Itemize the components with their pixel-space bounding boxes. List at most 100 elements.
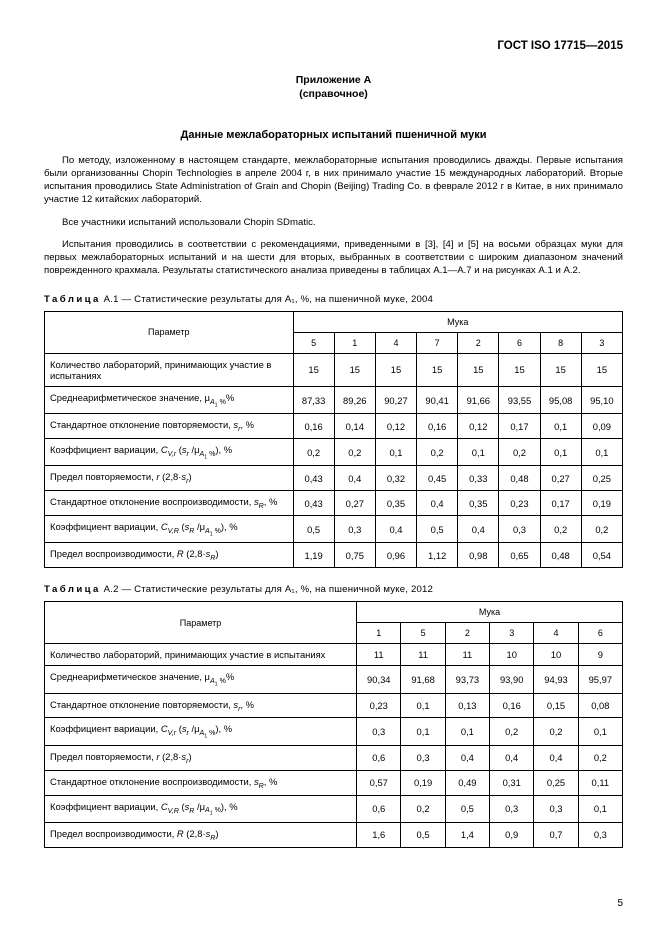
table-row: Предел повторяемости, r (2,8·sr)0,60,30,…: [45, 745, 623, 770]
paragraph: Все участники испытаний использовали Cho…: [44, 217, 623, 230]
value-cell: 0,14: [334, 414, 375, 439]
col-header: 6: [578, 623, 622, 644]
value-cell: 1,4: [445, 822, 489, 847]
value-cell: 0,7: [534, 822, 578, 847]
col-header: 3: [490, 623, 534, 644]
section-title: Данные межлабораторных испытаний пшеничн…: [44, 129, 623, 141]
value-cell: 0,75: [334, 543, 375, 568]
value-cell: 0,3: [578, 822, 622, 847]
table-row: Количество лабораторий, принимающих учас…: [45, 644, 623, 666]
value-cell: 0,2: [581, 516, 622, 543]
table-a1: ПараметрМука51472683Количество лаборатор…: [44, 311, 623, 568]
value-cell: 0,2: [401, 795, 445, 822]
value-cell: 0,32: [375, 466, 416, 491]
value-cell: 0,4: [334, 466, 375, 491]
param-cell: Стандартное отклонение повторяемости, sr…: [45, 693, 357, 718]
value-cell: 0,2: [417, 439, 458, 466]
value-cell: 0,12: [458, 414, 499, 439]
value-cell: 10: [534, 644, 578, 666]
table-row: Количество лабораторий, принимающих учас…: [45, 353, 623, 386]
param-cell: Предел повторяемости, r (2,8·sr): [45, 745, 357, 770]
value-cell: 0,17: [540, 491, 581, 516]
param-cell: Коэффициент вариации, CV,R (sR /μA1 %), …: [45, 795, 357, 822]
value-cell: 95,97: [578, 666, 622, 693]
table-row: Коэффициент вариации, CV,R (sR /μA1 %), …: [45, 516, 623, 543]
value-cell: 0,43: [293, 466, 334, 491]
value-cell: 15: [581, 353, 622, 386]
table-row: Стандартное отклонение воспроизводимости…: [45, 770, 623, 795]
param-header: Параметр: [45, 602, 357, 644]
value-cell: 0,3: [334, 516, 375, 543]
col-header: 5: [293, 332, 334, 353]
value-cell: 0,16: [490, 693, 534, 718]
caption-rest: — Статистические результаты для A₁, %, н…: [122, 294, 434, 305]
col-header: 2: [458, 332, 499, 353]
value-cell: 15: [334, 353, 375, 386]
value-cell: 90,34: [357, 666, 401, 693]
col-header: 4: [534, 623, 578, 644]
value-cell: 0,25: [581, 466, 622, 491]
caption-label: Таблица: [44, 584, 101, 595]
value-cell: 0,5: [293, 516, 334, 543]
paragraph: Испытания проводились в соответствии с р…: [44, 239, 623, 278]
table-row: Предел повторяемости, r (2,8·sr)0,430,40…: [45, 466, 623, 491]
value-cell: 0,12: [375, 414, 416, 439]
value-cell: 15: [417, 353, 458, 386]
value-cell: 0,4: [458, 516, 499, 543]
value-cell: 0,5: [417, 516, 458, 543]
value-cell: 0,1: [458, 439, 499, 466]
page-number: 5: [617, 898, 623, 909]
param-cell: Количество лабораторий, принимающих учас…: [45, 644, 357, 666]
value-cell: 91,68: [401, 666, 445, 693]
table-a2: ПараметрМука152346Количество лабораторий…: [44, 601, 623, 847]
value-cell: 89,26: [334, 386, 375, 413]
annex-title: Приложение А: [44, 74, 623, 88]
value-cell: 0,16: [293, 414, 334, 439]
value-cell: 0,4: [490, 745, 534, 770]
value-cell: 1,19: [293, 543, 334, 568]
value-cell: 0,65: [499, 543, 540, 568]
value-cell: 0,98: [458, 543, 499, 568]
value-cell: 0,3: [401, 745, 445, 770]
param-cell: Стандартное отклонение повторяемости, sr…: [45, 414, 294, 439]
annex-title-block: Приложение А (справочное): [44, 74, 623, 101]
value-cell: 0,57: [357, 770, 401, 795]
value-cell: 0,48: [499, 466, 540, 491]
value-cell: 93,90: [490, 666, 534, 693]
table-row: Коэффициент вариации, CV,r (sr /μA1 %), …: [45, 718, 623, 745]
col-group-header: Мука: [293, 311, 622, 332]
value-cell: 0,35: [375, 491, 416, 516]
table-row: Коэффициент вариации, CV,R (sR /μA1 %), …: [45, 795, 623, 822]
value-cell: 0,5: [445, 795, 489, 822]
value-cell: 0,19: [581, 491, 622, 516]
value-cell: 0,08: [578, 693, 622, 718]
value-cell: 11: [445, 644, 489, 666]
value-cell: 0,31: [490, 770, 534, 795]
param-cell: Стандартное отклонение воспроизводимости…: [45, 770, 357, 795]
value-cell: 93,73: [445, 666, 489, 693]
value-cell: 0,27: [540, 466, 581, 491]
caption-rest: — Статистические результаты для A₁, %, н…: [122, 584, 434, 595]
col-header: 1: [357, 623, 401, 644]
value-cell: 0,1: [540, 414, 581, 439]
value-cell: 15: [458, 353, 499, 386]
value-cell: 0,5: [401, 822, 445, 847]
table-row: Стандартное отклонение повторяемости, sr…: [45, 693, 623, 718]
value-cell: 0,25: [534, 770, 578, 795]
value-cell: 0,19: [401, 770, 445, 795]
col-header: 1: [334, 332, 375, 353]
param-cell: Коэффициент вариации, CV,r (sr /μA1 %), …: [45, 439, 294, 466]
caption-num: А.2: [104, 584, 119, 595]
table-row: Коэффициент вариации, CV,r (sr /μA1 %), …: [45, 439, 623, 466]
value-cell: 0,3: [357, 718, 401, 745]
param-cell: Предел воспроизводимости, R (2,8·sR): [45, 543, 294, 568]
value-cell: 95,08: [540, 386, 581, 413]
value-cell: 0,23: [357, 693, 401, 718]
caption-num: А.1: [104, 294, 119, 305]
value-cell: 0,96: [375, 543, 416, 568]
value-cell: 0,6: [357, 795, 401, 822]
value-cell: 0,2: [334, 439, 375, 466]
value-cell: 0,1: [540, 439, 581, 466]
value-cell: 11: [401, 644, 445, 666]
value-cell: 0,2: [578, 745, 622, 770]
